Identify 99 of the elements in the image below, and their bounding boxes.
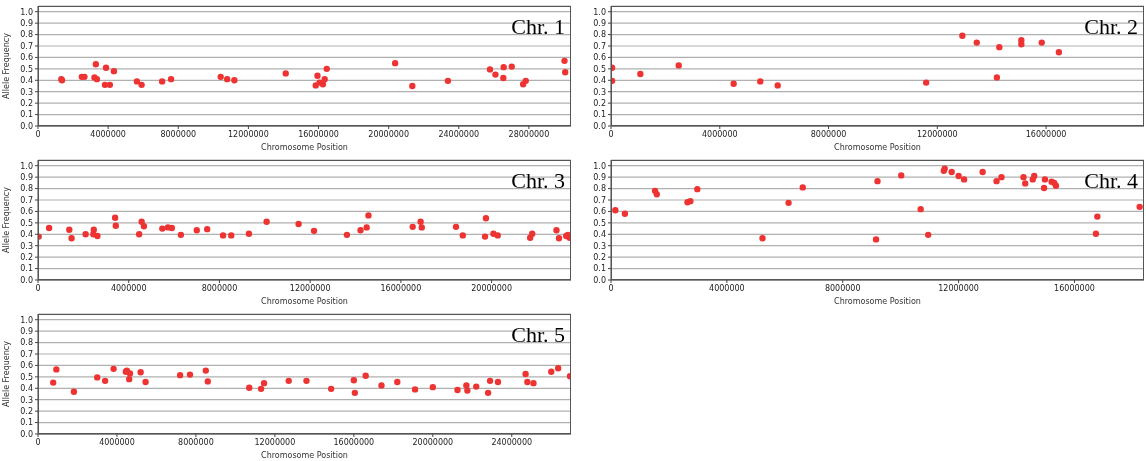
y-tick-label: 0.1 — [20, 110, 33, 120]
y-tick-label: 0.8 — [20, 338, 33, 348]
y-tick-label: 0.1 — [20, 418, 33, 428]
y-tick-label: 0.5 — [593, 218, 606, 228]
y-tick-label: 0.8 — [593, 30, 606, 40]
x-axis-title: Chromosome Position — [834, 297, 921, 306]
chart-title: Chr. 2 — [1084, 14, 1138, 40]
x-tick-label: 12000000 — [254, 437, 296, 447]
x-tick-label: 16000000 — [1025, 129, 1067, 139]
y-tick-label: 0.7 — [593, 41, 606, 51]
chart-title: Chr. 5 — [511, 322, 565, 348]
y-tick-label: 0.9 — [593, 172, 606, 182]
x-tick-label: 4000000 — [99, 437, 135, 447]
y-tick-label: 0.0 — [20, 121, 33, 131]
y-axis-title: Allele Frequency — [1, 186, 11, 253]
x-axis-title: Chromosome Position — [834, 143, 921, 152]
y-tick-label: 0.1 — [593, 110, 606, 120]
x-axis-title: Chromosome Position — [261, 143, 348, 152]
x-tick-label: 12000000 — [289, 283, 331, 293]
y-tick-label: 0.6 — [20, 361, 33, 371]
y-tick-label: 0.4 — [20, 384, 33, 394]
y-tick-label: 0.8 — [20, 184, 33, 194]
y-tick-label: 0.8 — [20, 30, 33, 40]
x-tick-label: 4000000 — [701, 129, 738, 139]
y-tick-label: 0.6 — [593, 53, 606, 63]
chart-title: Chr. 3 — [511, 168, 565, 194]
y-tick-label: 0.6 — [20, 207, 33, 217]
y-tick-label: 0.3 — [20, 395, 33, 405]
y-tick-label: 0.0 — [593, 121, 606, 131]
x-tick-label: 24000000 — [438, 129, 480, 139]
x-tick-label: 16000000 — [1054, 283, 1095, 293]
y-tick-label: 0.4 — [593, 230, 606, 240]
x-tick-label: 0 — [608, 129, 614, 139]
y-tick-label: 0.7 — [20, 195, 33, 205]
x-tick-label: 12000000 — [228, 129, 269, 139]
y-tick-label: 0.5 — [593, 64, 606, 74]
y-tick-label: 1.0 — [20, 161, 33, 171]
y-tick-label: 0.5 — [20, 64, 33, 74]
y-tick-label: 0.4 — [20, 76, 33, 86]
y-tick-label: 0.5 — [20, 218, 33, 228]
y-tick-label: 0.9 — [593, 18, 606, 28]
y-tick-label: 0.2 — [593, 98, 606, 108]
x-tick-label: 0 — [608, 283, 614, 293]
y-tick-label: 0.1 — [20, 264, 33, 274]
x-tick-label: 4000000 — [110, 283, 147, 293]
y-tick-label: 0.7 — [20, 349, 33, 359]
chart-title: Chr. 1 — [511, 14, 565, 40]
y-tick-label: 0.3 — [593, 241, 606, 251]
y-tick-label: 0.3 — [20, 87, 33, 97]
x-tick-label: 0 — [35, 129, 41, 139]
x-tick-label: 0 — [35, 283, 41, 293]
x-tick-label: 8000000 — [178, 437, 214, 447]
x-tick-label: 12000000 — [916, 129, 958, 139]
y-tick-label: 0.0 — [593, 275, 606, 285]
y-tick-label: 0.7 — [593, 195, 606, 205]
y-tick-label: 0.9 — [20, 326, 33, 336]
x-tick-label: 24000000 — [491, 437, 533, 447]
y-tick-label: 0.2 — [20, 98, 33, 108]
x-tick-label: 8000000 — [810, 129, 847, 139]
y-tick-label: 1.0 — [593, 161, 606, 171]
y-tick-label: 0.0 — [20, 275, 33, 285]
x-tick-label: 8000000 — [160, 129, 197, 139]
y-tick-label: 0.6 — [20, 53, 33, 63]
x-axis-title: Chromosome Position — [261, 451, 348, 460]
y-tick-label: 0.5 — [20, 372, 33, 382]
x-tick-label: 20000000 — [412, 437, 454, 447]
x-tick-label: 28000000 — [508, 129, 550, 139]
y-tick-label: 0.3 — [20, 241, 33, 251]
y-tick-label: 0.2 — [593, 252, 606, 262]
y-tick-label: 0.9 — [20, 172, 33, 182]
x-tick-label: 8000000 — [201, 283, 238, 293]
x-tick-label: 4000000 — [709, 283, 745, 293]
y-tick-label: 0.1 — [593, 264, 606, 274]
y-tick-label: 0.8 — [593, 184, 606, 194]
y-tick-label: 0.0 — [20, 429, 33, 439]
y-tick-label: 0.4 — [593, 76, 606, 86]
y-tick-label: 0.3 — [593, 87, 606, 97]
y-tick-label: 0.7 — [20, 41, 33, 51]
x-tick-label: 16000000 — [333, 437, 375, 447]
y-axis-title: Allele Frequency — [1, 340, 11, 407]
x-tick-label: 16000000 — [298, 129, 339, 139]
y-tick-label: 0.9 — [20, 18, 33, 28]
y-tick-label: 1.0 — [20, 315, 33, 325]
y-axis-title: Allele Frequency — [1, 32, 11, 99]
y-tick-label: 1.0 — [593, 7, 606, 17]
y-tick-label: 0.6 — [593, 207, 606, 217]
x-axis-title: Chromosome Position — [261, 297, 348, 306]
y-tick-label: 1.0 — [20, 7, 33, 17]
y-tick-label: 0.2 — [20, 252, 33, 262]
x-tick-label: 4000000 — [90, 129, 126, 139]
y-tick-label: 0.2 — [20, 406, 33, 416]
x-tick-label: 0 — [35, 437, 41, 447]
x-tick-label: 20000000 — [471, 283, 512, 293]
x-tick-label: 12000000 — [938, 283, 979, 293]
chart-title: Chr. 4 — [1084, 168, 1138, 194]
x-tick-label: 16000000 — [380, 283, 422, 293]
x-tick-label: 20000000 — [368, 129, 410, 139]
y-tick-label: 0.4 — [20, 230, 33, 240]
x-tick-label: 8000000 — [824, 283, 861, 293]
